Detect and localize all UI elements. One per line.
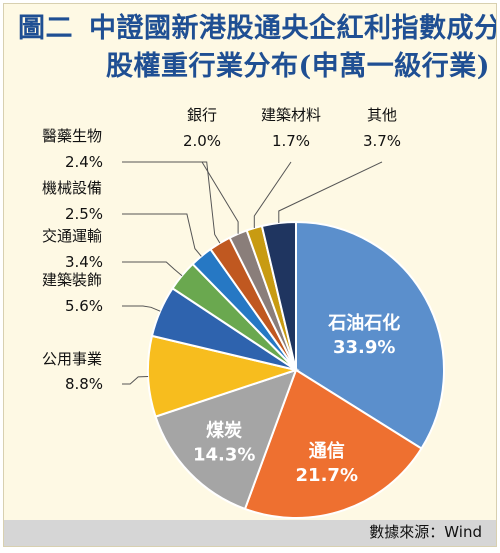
slice-label-11: 其他 [367,106,397,124]
slice-value-8: 2.4% [65,153,103,171]
slice-value-5: 5.6% [65,297,103,315]
slice-label-9: 銀行 [187,106,217,124]
slice-label-3: 煤炭 [206,420,242,442]
slice-label-2: 通信 [309,440,345,462]
leader-line-6 [122,261,183,277]
leader-line-8 [122,161,221,244]
leader-line-10 [253,161,292,228]
pie-slice-3 [154,368,298,511]
slice-label-4: 公用事業 [42,350,102,368]
slice-label-8: 醫藥生物 [42,127,102,145]
slice-label-6: 交通運輸 [42,227,102,245]
slice-value-1: 33.9% [333,337,395,358]
leader-line-9 [201,161,239,234]
pie-slice-1 [295,220,445,450]
slice-value-2: 21.7% [296,465,358,486]
pie-chart: 石油石化 33.9% 通信 21.7% 煤炭 14.3% 公用事業 8.8% 建築裝飾 5.6% 交… [42,106,445,519]
leader-line-7 [122,213,202,257]
chart-frame: 圖二 中證國新港股通央企紅利指數成分 股權重行業分布(申萬一級行業) 石油石化 33… [3,3,497,547]
slice-value-10: 1.7% [272,132,310,150]
slice-value-3: 14.3% [193,445,255,466]
leader-line-4 [122,376,149,385]
slice-value-4: 8.8% [65,375,103,393]
pie-slice-4 [147,334,300,418]
pie-slice-2 [243,368,423,519]
leader-line-5 [122,305,161,312]
slice-label-10: 建築材料 [261,106,321,124]
slice-label-5: 建築裝飾 [42,271,102,289]
figure-number: 圖二 [18,13,73,44]
slice-label-7: 機械設備 [42,179,102,197]
data-source: 數據來源：Wind [369,523,482,541]
title-line-1: 中證國新港股通央企紅利指數成分 [89,13,497,44]
source-bar [4,520,496,546]
title-line-2: 股權重行業分布(申萬一級行業) [106,51,491,82]
slice-value-11: 3.7% [363,132,401,150]
leader-line-11 [278,161,383,223]
slice-value-6: 3.4% [65,253,103,271]
slice-value-9: 2.0% [183,132,221,150]
slice-value-7: 2.5% [65,205,103,223]
chart-title: 圖二 中證國新港股通央企紅利指數成分 股權重行業分布(申萬一級行業) [18,10,496,86]
slice-label-1: 石油石化 [327,312,400,334]
